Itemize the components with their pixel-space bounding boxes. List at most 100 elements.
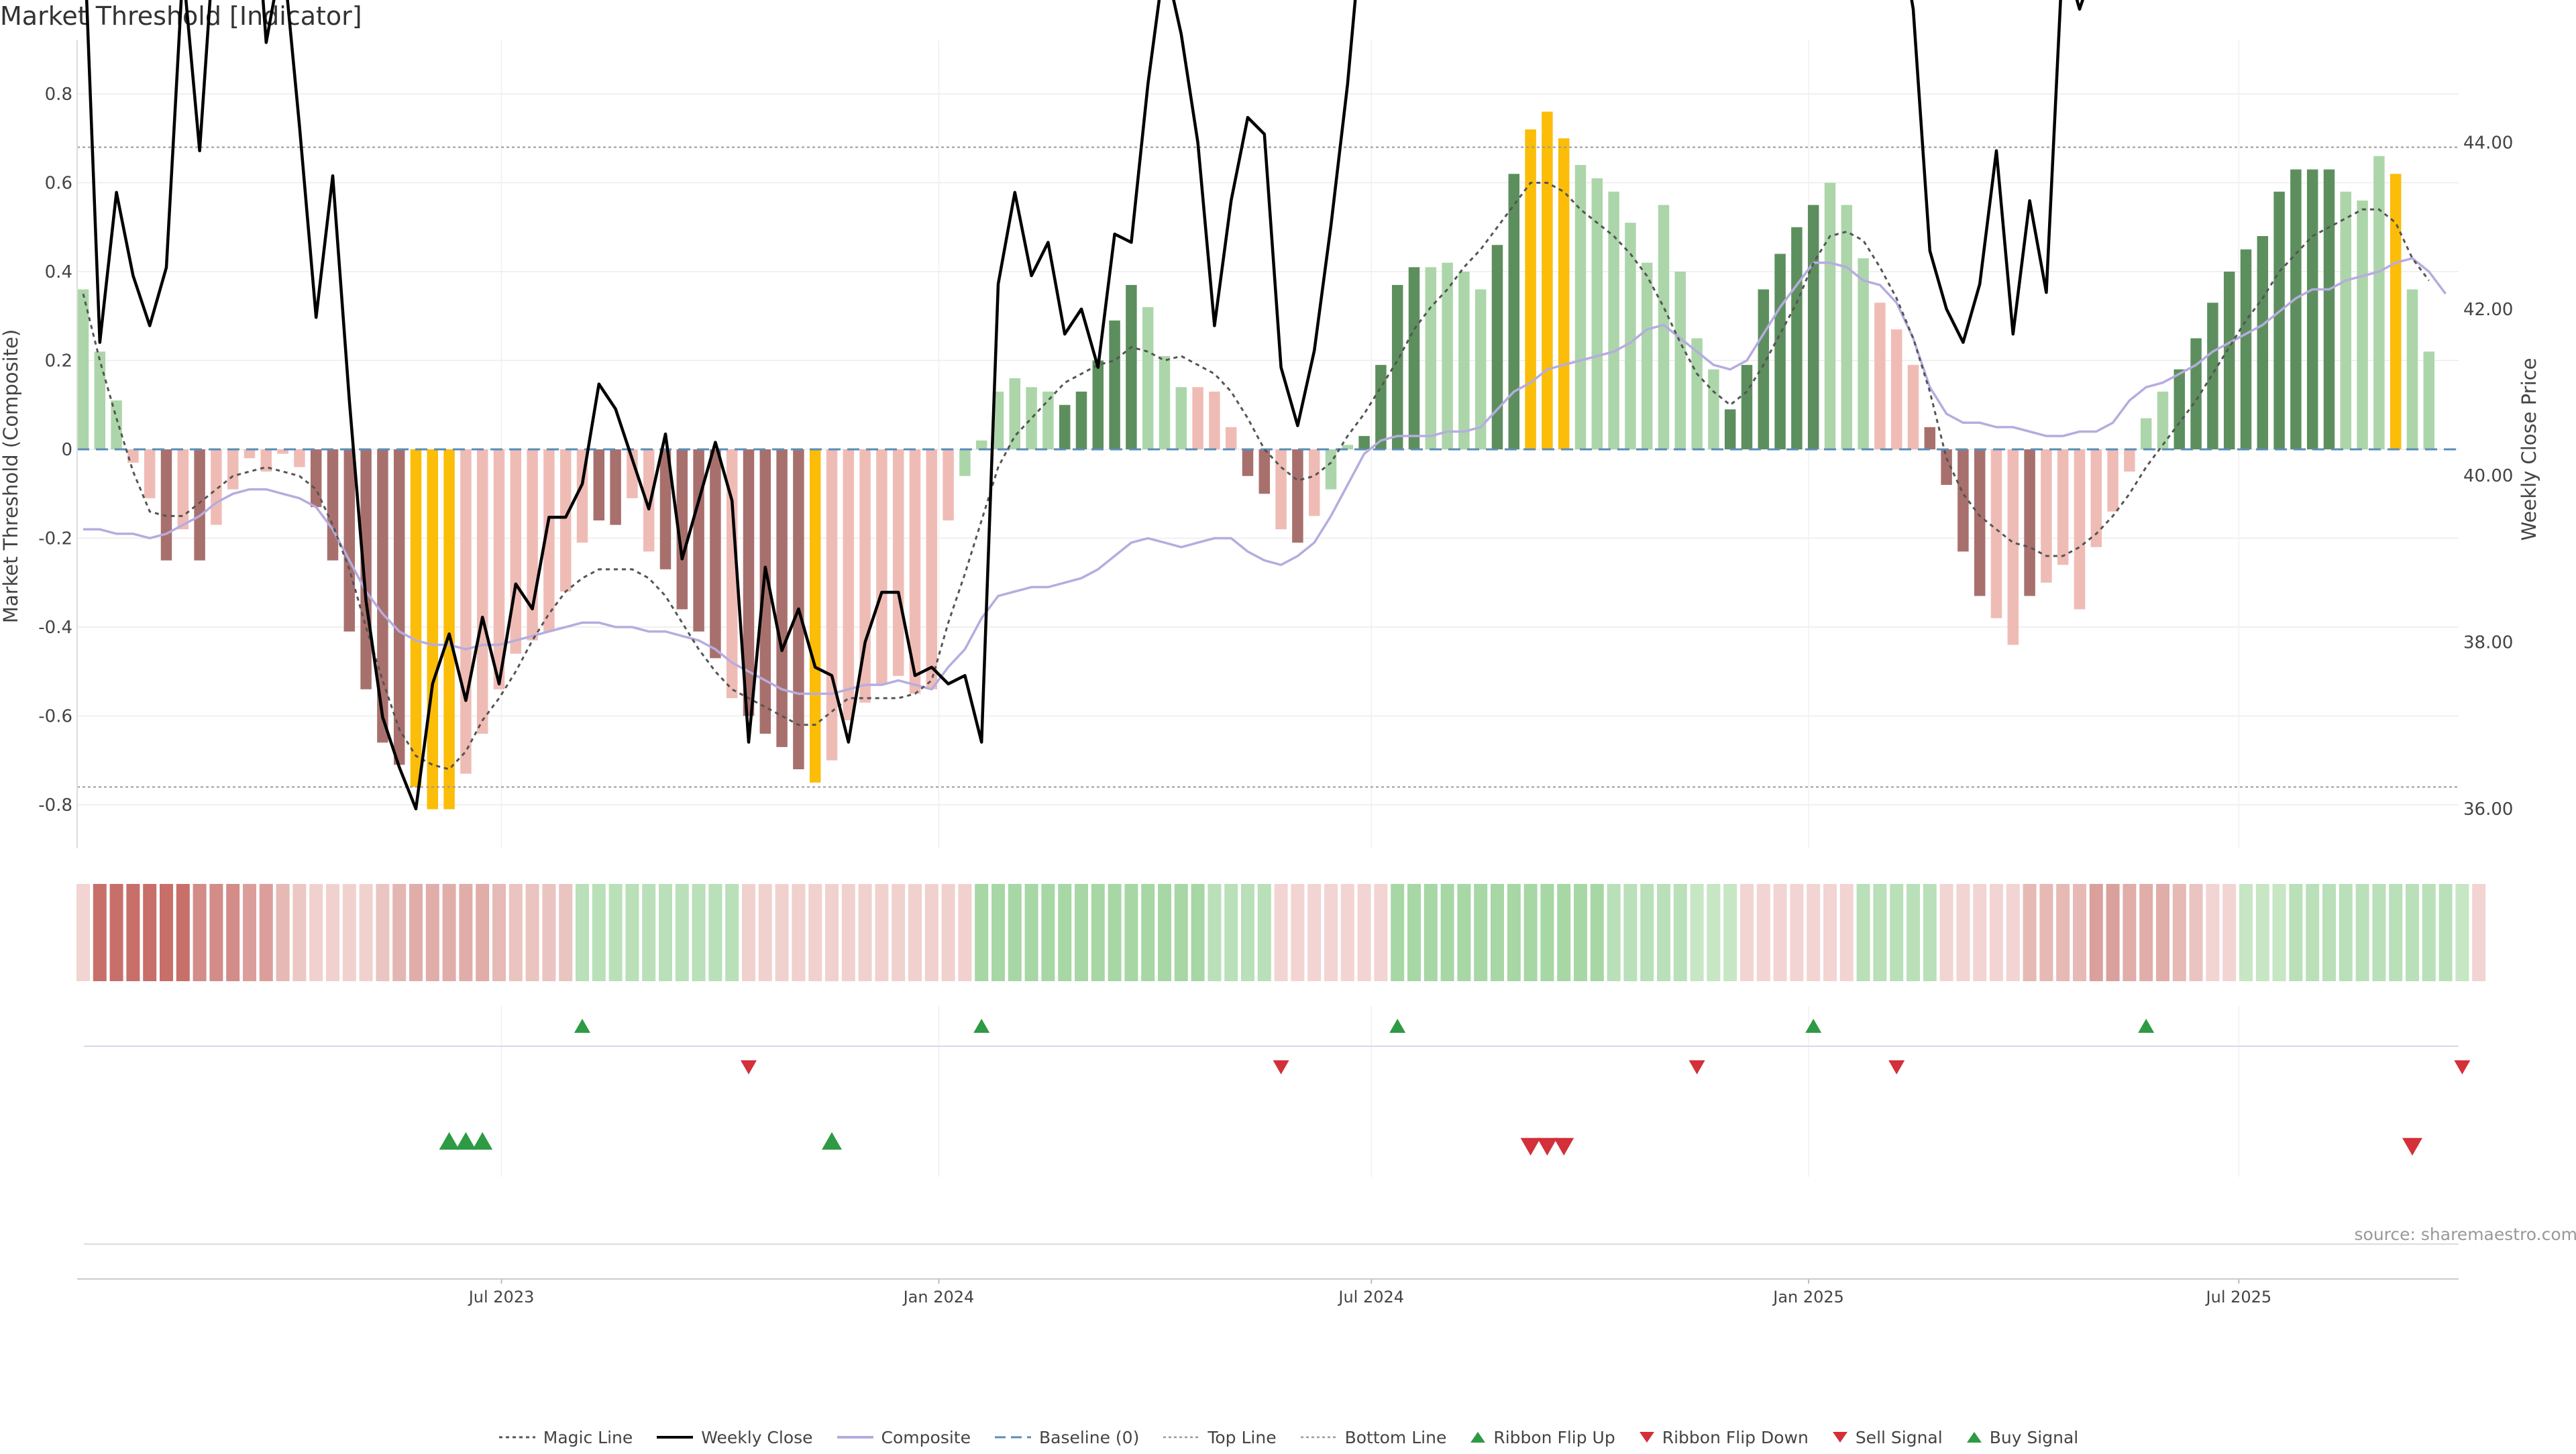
composite-bar xyxy=(876,449,888,685)
legend-item: Composite xyxy=(836,1428,971,1447)
ribbon-cell xyxy=(76,884,90,981)
legend-item: Weekly Close xyxy=(655,1428,812,1447)
legend-swatch xyxy=(994,1431,1032,1444)
composite-bar xyxy=(2008,449,2019,645)
y2-tick-label: 38.00 xyxy=(2463,633,2513,653)
composite-bar xyxy=(926,449,938,689)
composite-bar xyxy=(244,449,256,458)
composite-bar xyxy=(1275,449,1287,529)
ribbon-cell xyxy=(892,884,905,981)
legend-label: Bottom Line xyxy=(1345,1428,1447,1447)
legend-swatch xyxy=(498,1431,537,1444)
composite-bar xyxy=(693,449,704,632)
ribbon-flip-up-icon xyxy=(1389,1019,1405,1033)
composite-bar xyxy=(1525,129,1536,449)
ribbon-cell xyxy=(2039,884,2053,981)
composite-bar xyxy=(1026,387,1037,449)
composite-bar xyxy=(2307,170,2318,449)
y-tick-label: 0.6 xyxy=(45,174,72,194)
composite-bar xyxy=(427,449,439,809)
ribbon-cell xyxy=(2306,884,2319,981)
composite-bar xyxy=(1492,245,1503,449)
ribbon-cell xyxy=(1623,884,1637,981)
composite-bar xyxy=(1292,449,1303,543)
ribbon-cell xyxy=(975,884,988,981)
composite-bar xyxy=(1858,258,1869,449)
x-tick-label: Jul 2023 xyxy=(468,1288,535,1306)
composite-bar xyxy=(2041,449,2052,583)
ribbon-flip-down-icon xyxy=(741,1060,757,1074)
composite-bar xyxy=(144,449,156,498)
axes: -0.8-0.6-0.4-0.200.20.40.60.836.0038.004… xyxy=(38,0,2513,1306)
legend-label: Sell Signal xyxy=(1856,1428,1943,1447)
composite-bar xyxy=(1891,329,1902,449)
composite-bar xyxy=(294,449,305,467)
ribbon-cell xyxy=(1374,884,1387,981)
ribbon-cell xyxy=(1507,884,1521,981)
composite-bar xyxy=(1625,223,1636,449)
composite-bar xyxy=(843,449,855,720)
buy-signal-icon xyxy=(455,1132,476,1150)
ribbon-cell xyxy=(2006,884,2020,981)
composite-bar xyxy=(1841,205,1853,449)
composite-bar xyxy=(1558,138,1570,449)
ribbon-cell xyxy=(1757,884,1770,981)
ribbon-cell xyxy=(1940,884,1953,981)
ribbon-cell xyxy=(925,884,938,981)
triangle-down-icon xyxy=(1638,1430,1656,1445)
ribbon-cell xyxy=(1457,884,1470,981)
composite-bar xyxy=(1093,361,1104,450)
composite-bar xyxy=(2207,302,2218,449)
ribbon-cell xyxy=(1823,884,1837,981)
composite-bar xyxy=(1192,387,1203,449)
ribbon-cell xyxy=(1973,884,1986,981)
ribbon-cell xyxy=(1424,884,1438,981)
ribbon-cell xyxy=(1857,884,1870,981)
ribbon-cell xyxy=(392,884,406,981)
composite-bar xyxy=(893,449,904,676)
composite-bar xyxy=(2190,338,2202,449)
y2-tick-label: 36.00 xyxy=(2463,799,2513,820)
ribbon-strip xyxy=(76,884,2485,981)
composite-bar xyxy=(2124,449,2135,471)
ribbon-flip-up-icon xyxy=(574,1019,590,1033)
ribbon-cell xyxy=(209,884,223,981)
composite-bar xyxy=(959,449,971,476)
ribbon-cell xyxy=(2222,884,2236,981)
ribbon-cell xyxy=(642,884,655,981)
composite-bar xyxy=(1608,192,1619,449)
ribbon-cell xyxy=(1690,884,1704,981)
ribbon-cell xyxy=(991,884,1005,981)
ribbon-cell xyxy=(292,884,306,981)
ribbon-cell xyxy=(1124,884,1138,981)
ribbon-cell xyxy=(1674,884,1687,981)
ribbon-cell xyxy=(2339,884,2353,981)
ribbon-cell xyxy=(742,884,755,981)
ribbon-cell xyxy=(1224,884,1238,981)
ribbon-cell xyxy=(476,884,489,981)
composite-bar xyxy=(511,449,522,654)
y2-tick-label: 44.00 xyxy=(2463,133,2513,153)
ribbon-cell xyxy=(1907,884,1920,981)
ribbon-cell xyxy=(143,884,156,981)
ribbon-cell xyxy=(708,884,722,981)
composite-bar xyxy=(1458,272,1470,449)
composite-bar xyxy=(1642,263,1653,449)
ribbon-cell xyxy=(1657,884,1670,981)
composite-bar xyxy=(1159,356,1171,449)
ribbon-flip-up-icon xyxy=(973,1019,989,1033)
ribbon-cell xyxy=(1591,884,1604,981)
composite-bar xyxy=(1392,285,1403,449)
legend-item: Ribbon Flip Down xyxy=(1638,1428,1809,1447)
legend-item: Sell Signal xyxy=(1831,1428,1943,1447)
ribbon-cell xyxy=(1873,884,1886,981)
sell-signal-icon xyxy=(1521,1138,1541,1156)
composite-bar xyxy=(1575,165,1587,449)
composite-bar xyxy=(976,441,987,449)
ribbon-cell xyxy=(859,884,872,981)
y-axis-label: Market Threshold (Composite) xyxy=(0,329,22,623)
composite-bar xyxy=(460,449,472,774)
ribbon-cell xyxy=(2439,884,2453,981)
y-tick-label: 0 xyxy=(61,440,72,460)
ribbon-cell xyxy=(326,884,339,981)
